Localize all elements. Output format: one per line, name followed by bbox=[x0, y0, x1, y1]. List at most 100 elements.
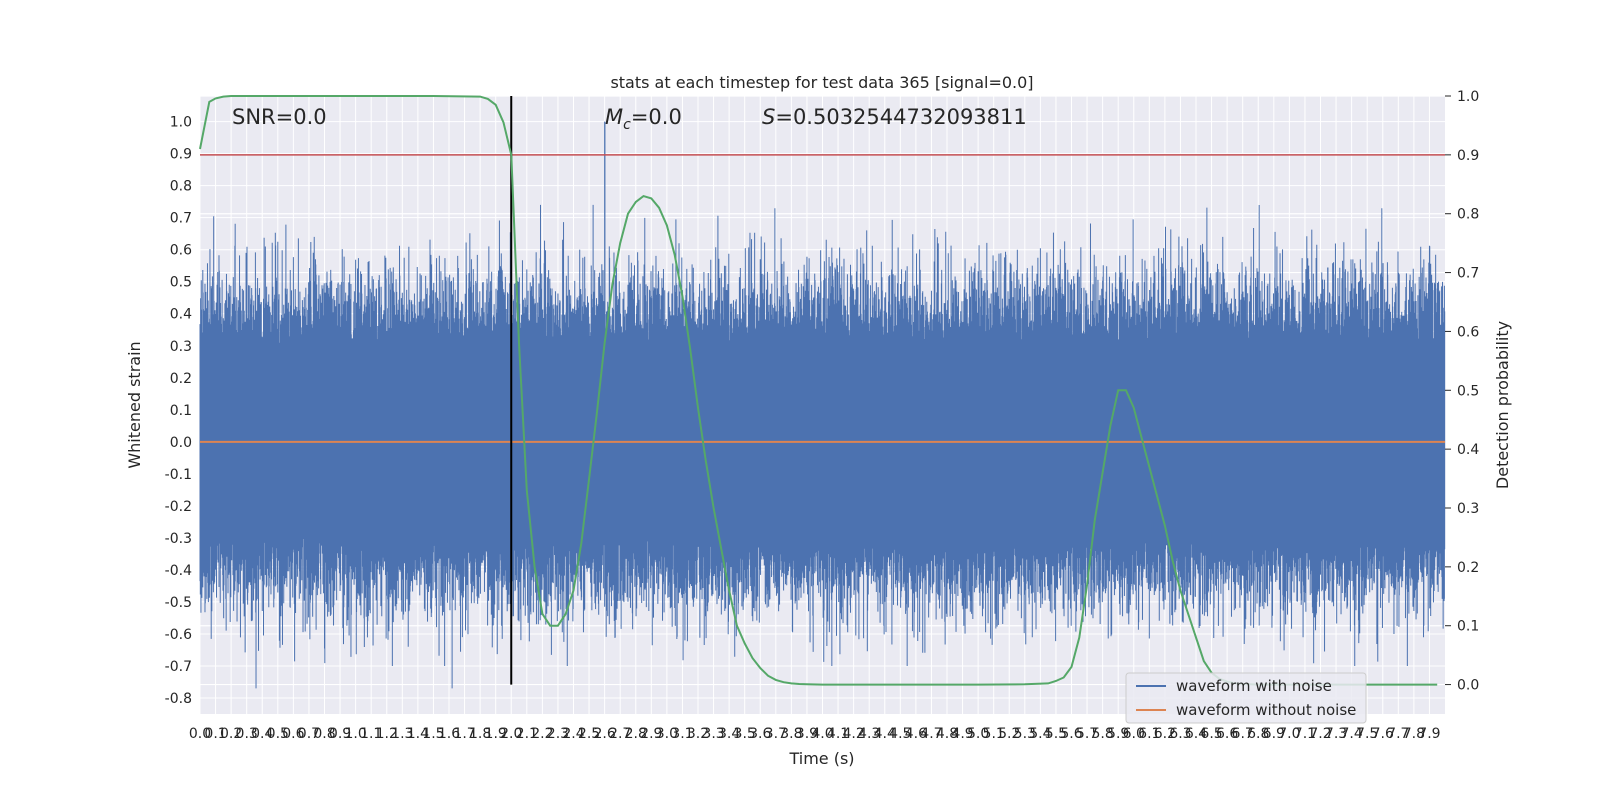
x-tick-label: 3.4 bbox=[718, 726, 740, 742]
x-tick-label: 6.6 bbox=[1216, 726, 1238, 742]
y2-tick-label: 0.8 bbox=[1457, 207, 1479, 223]
x-tick-label: 7.3 bbox=[1325, 726, 1347, 742]
x-tick-label: 2.7 bbox=[609, 726, 631, 742]
x-tick-label: 0.0 bbox=[189, 726, 211, 742]
x-tick-label: 2.6 bbox=[593, 726, 615, 742]
x-tick-label: 0.5 bbox=[267, 726, 289, 742]
x-tick-label: 4.8 bbox=[936, 726, 958, 742]
y-tick-label: -0.8 bbox=[165, 691, 192, 707]
x-tick-label: 3.9 bbox=[796, 726, 818, 742]
x-tick-label: 1.0 bbox=[344, 726, 366, 742]
x-tick-label: 0.8 bbox=[313, 726, 335, 742]
x-tick-label: 6.4 bbox=[1185, 726, 1207, 742]
x-tick-label: 0.1 bbox=[204, 726, 226, 742]
x-tick-label: 5.4 bbox=[1029, 726, 1051, 742]
x-tick-label: 4.0 bbox=[811, 726, 833, 742]
x-tick-label: 3.8 bbox=[780, 726, 802, 742]
x-tick-label: 1.5 bbox=[422, 726, 444, 742]
x-tick-label: 7.5 bbox=[1356, 726, 1378, 742]
x-tick-label: 1.3 bbox=[391, 726, 413, 742]
y-tick-label: 0.4 bbox=[170, 307, 192, 323]
y-tick-label: 0.2 bbox=[170, 371, 192, 387]
legend-box bbox=[1125, 672, 1367, 724]
x-tick-label: 5.1 bbox=[983, 726, 1005, 742]
x-axis-label: Time (s) bbox=[788, 749, 854, 768]
y-tick-label: 0.5 bbox=[170, 275, 192, 291]
y-tick-label: -0.4 bbox=[165, 563, 192, 579]
y-tick-label: 0.9 bbox=[170, 147, 192, 163]
x-tick-label: 6.0 bbox=[1123, 726, 1145, 742]
y2-tick-label: 0.2 bbox=[1457, 560, 1479, 576]
detection-probability-line bbox=[199, 95, 1438, 686]
x-tick-label: 5.6 bbox=[1060, 726, 1082, 742]
y2-tick-label: 0.4 bbox=[1457, 442, 1479, 458]
y-axis-label: Whitened strain bbox=[125, 341, 144, 468]
x-tick-label: 0.2 bbox=[220, 726, 242, 742]
x-tick-label: 3.5 bbox=[734, 726, 756, 742]
x-tick-label: 1.7 bbox=[453, 726, 475, 742]
snr-annotation: SNR=0.0 bbox=[232, 105, 327, 129]
x-tick-label: 4.2 bbox=[842, 726, 864, 742]
x-tick-label: 1.4 bbox=[407, 726, 429, 742]
y-tick-labels: -0.8 -0.7 -0.6 -0.5 -0.4 -0.3 -0.2 -0.1 0.0 0.1 0.… bbox=[165, 115, 192, 707]
x-tick-label: 7.8 bbox=[1403, 726, 1425, 742]
legend-label-noise: waveform with noise bbox=[1176, 677, 1332, 695]
x-tick-label: 4.5 bbox=[889, 726, 911, 742]
x-tick-label: 5.8 bbox=[1091, 726, 1113, 742]
y2-tick-label: 0.0 bbox=[1457, 678, 1479, 694]
y2-tick-label: 1.0 bbox=[1457, 89, 1479, 105]
legend: waveform with noise waveform without noi… bbox=[1125, 672, 1367, 724]
chirp-mass-annotation: Mc=0.0 bbox=[605, 105, 682, 133]
y-tick-label: 0.6 bbox=[170, 243, 192, 259]
x-tick-label: 3.6 bbox=[749, 726, 771, 742]
x-tick-label: 6.2 bbox=[1154, 726, 1176, 742]
x-tick-label: 3.3 bbox=[702, 726, 724, 742]
x-tick-label: 0.6 bbox=[282, 726, 304, 742]
x-tick-label: 3.7 bbox=[765, 726, 787, 742]
x-tick-label: 5.9 bbox=[1107, 726, 1129, 742]
x-tick-label: 6.8 bbox=[1247, 726, 1269, 742]
y-tick-label: 0.8 bbox=[170, 179, 192, 195]
x-tick-label: 5.3 bbox=[1014, 726, 1036, 742]
y2-tick-label: 0.3 bbox=[1457, 501, 1479, 517]
y-tick-label: -0.5 bbox=[165, 595, 192, 611]
x-tick-label: 6.7 bbox=[1232, 726, 1254, 742]
x-tick-label: 3.1 bbox=[671, 726, 693, 742]
y-tick-label: -0.3 bbox=[165, 531, 192, 547]
y2-tick-label: 0.7 bbox=[1457, 266, 1479, 282]
y2-tick-label: 0.5 bbox=[1457, 383, 1479, 399]
x-tick-label: 7.1 bbox=[1294, 726, 1316, 742]
x-tick-label: 4.4 bbox=[874, 726, 896, 742]
y-tick-label: -0.7 bbox=[165, 659, 192, 675]
x-tick-label: 4.6 bbox=[905, 726, 927, 742]
x-tick-label: 1.9 bbox=[485, 726, 507, 742]
x-tick-label: 6.3 bbox=[1169, 726, 1191, 742]
y-tick-label: 0.0 bbox=[170, 435, 192, 451]
x-tick-label: 2.3 bbox=[547, 726, 569, 742]
y-tick-label: 0.1 bbox=[170, 403, 192, 419]
score-annotation: S=0.5032544732093811 bbox=[762, 105, 1027, 129]
x-tick-label: 0.7 bbox=[298, 726, 320, 742]
x-tick-label: 2.5 bbox=[578, 726, 600, 742]
x-tick-label: 0.4 bbox=[251, 726, 273, 742]
x-tick-label: 5.7 bbox=[1076, 726, 1098, 742]
x-tick-label: 2.1 bbox=[516, 726, 538, 742]
y2-tick-label: 0.1 bbox=[1457, 619, 1479, 635]
x-tick-label: 1.1 bbox=[360, 726, 382, 742]
x-tick-label: 3.2 bbox=[687, 726, 709, 742]
x-tick-label: 2.2 bbox=[531, 726, 553, 742]
x-tick-label: 4.1 bbox=[827, 726, 849, 742]
x-tick-label: 2.4 bbox=[562, 726, 584, 742]
x-tick-label: 1.8 bbox=[469, 726, 491, 742]
x-tick-label: 7.9 bbox=[1418, 726, 1440, 742]
x-tick-label: 7.2 bbox=[1309, 726, 1331, 742]
y-tick-label: 0.7 bbox=[170, 211, 192, 227]
y-tick-label: -0.2 bbox=[165, 499, 192, 515]
y-tick-label: 0.3 bbox=[170, 339, 192, 355]
x-tick-label: 2.9 bbox=[640, 726, 662, 742]
x-tick-label: 4.9 bbox=[951, 726, 973, 742]
x-tick-labels: 0.00.10.20.30.40.50.60.70.80.91.01.11.21… bbox=[189, 726, 1441, 742]
chart-title: stats at each timestep for test data 365… bbox=[610, 73, 1033, 92]
x-tick-label: 0.9 bbox=[329, 726, 351, 742]
